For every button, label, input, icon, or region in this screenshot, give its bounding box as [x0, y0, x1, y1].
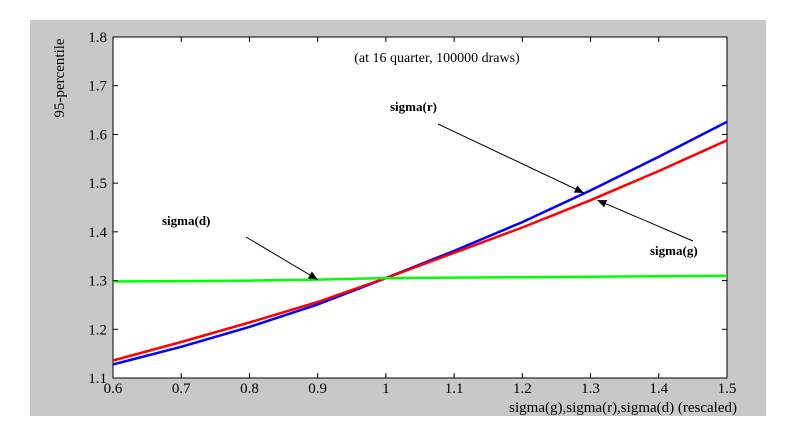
- callout-arrowhead: [573, 185, 584, 193]
- x-tick-label: 1.4: [649, 381, 668, 397]
- x-axis-label: sigma(g),sigma(r),sigma(d) (rescaled): [509, 400, 737, 416]
- series-layer: [112, 120, 728, 366]
- callout-label: sigma(g): [650, 243, 698, 258]
- x-tick-label: 1.5: [718, 381, 737, 397]
- y-tick-label: 1.5: [88, 176, 107, 192]
- y-tick-label: 1.3: [88, 274, 107, 290]
- x-tick-label: 1.1: [445, 381, 464, 397]
- x-tick-label: 0.8: [240, 381, 259, 397]
- y-axis-label: 95-percentile: [52, 38, 68, 117]
- plot-area: [112, 36, 728, 379]
- callout-arrowhead: [307, 271, 318, 280]
- y-tick-label: 1.2: [88, 322, 107, 338]
- ticks-layer: 0.6 0.7 0.8 0.9 1 1.1 1.2 1.3 1.4 1.5 1.1 1.2 1.3 1.4…: [88, 30, 736, 397]
- x-tick-label: 1: [382, 381, 390, 397]
- series-line-sigma-d: [112, 274, 728, 283]
- y-tick-label: 1.4: [88, 225, 107, 241]
- x-tick-label: 0.9: [308, 381, 327, 397]
- series-line-sigma-g: [112, 139, 728, 362]
- y-tick-label: 1.6: [88, 127, 107, 143]
- callout-label: sigma(d): [162, 213, 210, 228]
- y-tick-label: 1.7: [88, 79, 107, 95]
- callout-layer: sigma(r) sigma(g) sigma(d): [162, 99, 698, 281]
- callout-arrowhead: [597, 200, 608, 208]
- x-tick-label: 0.7: [172, 381, 191, 397]
- callout-arrow-line: [437, 123, 584, 194]
- x-tick-label: 0.6: [104, 381, 123, 397]
- chart-annotation: (at 16 quarter, 100000 draws): [354, 51, 520, 66]
- x-tick-label: 1.3: [581, 381, 600, 397]
- callout-label: sigma(r): [390, 99, 437, 114]
- y-tick-label: 1.8: [88, 30, 107, 46]
- callout-arrow-line: [245, 236, 318, 281]
- y-tick-label: 1.1: [88, 371, 107, 387]
- callout-arrow-line: [597, 199, 694, 242]
- x-tick-label: 1.2: [513, 381, 532, 397]
